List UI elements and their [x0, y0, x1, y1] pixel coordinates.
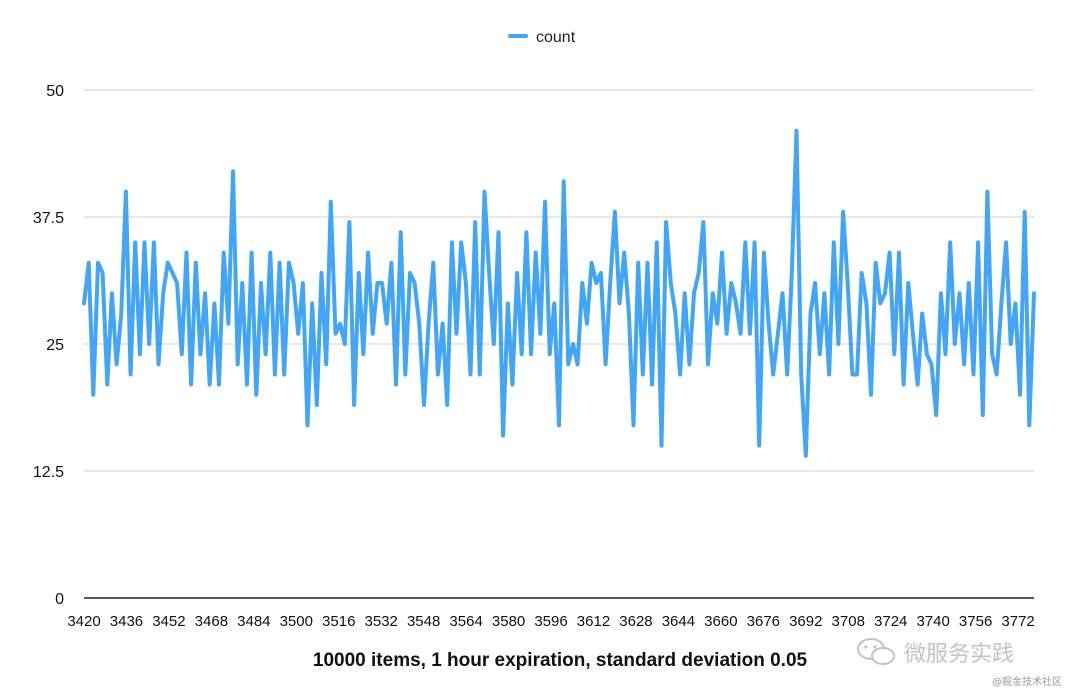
- x-tick-label: 3612: [577, 613, 610, 630]
- y-tick-label: 0: [55, 591, 64, 608]
- y-tick-label: 50: [46, 83, 64, 100]
- x-tick-label: 3596: [534, 613, 567, 630]
- series-lines: [82, 128, 1036, 458]
- x-tick-label: 3772: [1001, 613, 1034, 630]
- x-tick-label: 3452: [152, 613, 185, 630]
- x-tick-label: 3532: [365, 613, 398, 630]
- legend: count: [508, 29, 576, 46]
- x-tick-label: 3420: [67, 613, 100, 630]
- x-axis-ticks: 3420 3436 3452 3468 3484 3500 3516 3532 3548 3564…: [67, 613, 1034, 630]
- x-tick-label: 3676: [747, 613, 780, 630]
- x-tick-label: 3660: [704, 613, 737, 630]
- watermark-subtext: @掘金技术社区: [992, 677, 1062, 688]
- x-tick-label: 3740: [916, 613, 949, 630]
- x-tick-label: 3724: [874, 613, 907, 630]
- x-tick-label: 3756: [959, 613, 992, 630]
- y-tick-label: 25: [46, 337, 64, 354]
- y-tick-label: 37.5: [33, 210, 64, 227]
- x-tick-label: 3484: [237, 613, 270, 630]
- x-tick-label: 3628: [619, 613, 652, 630]
- x-tick-label: 3564: [449, 613, 482, 630]
- y-tick-label: 12.5: [33, 464, 64, 481]
- x-tick-label: 3500: [280, 613, 313, 630]
- x-tick-label: 3436: [110, 613, 143, 630]
- legend-label: count: [536, 29, 576, 46]
- series-line-count: [82, 128, 1036, 458]
- y-axis-ticks: 0 12.5 25 37.5 50: [33, 83, 64, 608]
- chart-title: 10000 items, 1 hour expiration, standard…: [312, 650, 808, 671]
- watermark-text: 微服务实践: [904, 642, 1015, 667]
- x-tick-label: 3708: [832, 613, 865, 630]
- wechat-icon: [857, 638, 895, 665]
- x-tick-label: 3516: [322, 613, 355, 630]
- x-tick-label: 3644: [662, 613, 695, 630]
- watermark: 微服务实践: [856, 636, 1014, 668]
- x-tick-label: 3468: [195, 613, 228, 630]
- x-tick-label: 3548: [407, 613, 440, 630]
- x-tick-label: 3580: [492, 613, 525, 630]
- x-tick-label: 3692: [789, 613, 822, 630]
